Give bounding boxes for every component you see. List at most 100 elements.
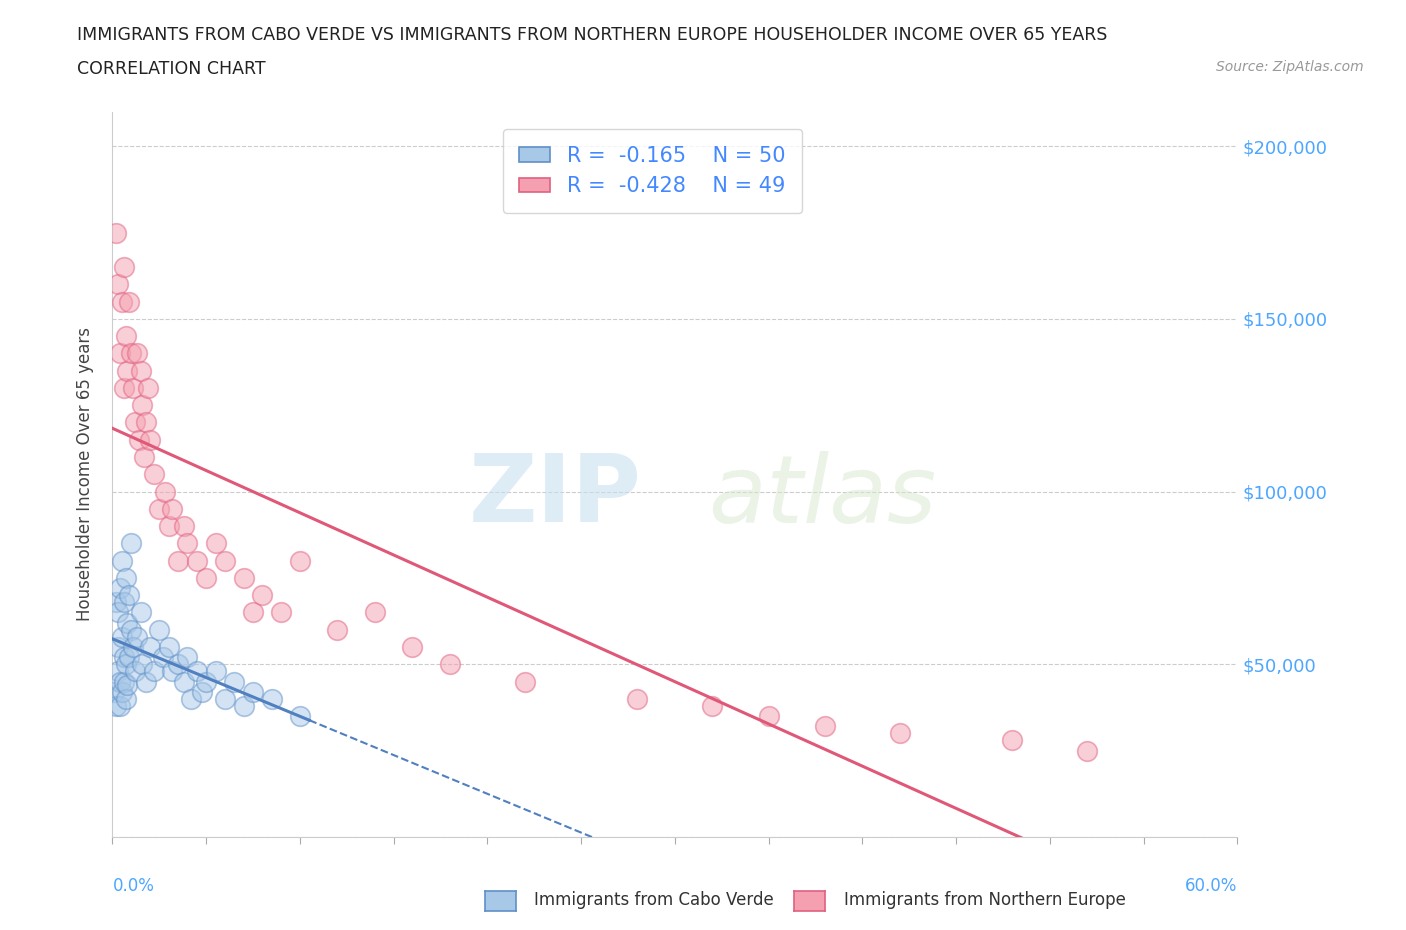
Point: [195, 570, 218, 585]
Point: [105, 225, 128, 240]
Point: [152, 650, 174, 665]
Point: [107, 605, 129, 620]
Point: [111, 553, 134, 568]
Point: [118, 650, 141, 665]
Point: [1076, 743, 1098, 758]
Point: [139, 432, 162, 447]
Text: 60.0%: 60.0%: [1185, 877, 1237, 895]
Point: [167, 553, 190, 568]
Point: [260, 691, 283, 706]
Point: [204, 536, 226, 551]
Point: [108, 698, 131, 713]
Point: [107, 640, 129, 655]
Text: IMMIGRANTS FROM CABO VERDE VS IMMIGRANTS FROM NORTHERN EUROPE HOUSEHOLDER INCOME: IMMIGRANTS FROM CABO VERDE VS IMMIGRANTS…: [77, 26, 1108, 44]
Point: [1001, 733, 1024, 748]
Point: [214, 691, 236, 706]
Point: [105, 698, 128, 713]
Point: [112, 674, 135, 689]
Point: [162, 501, 184, 516]
Point: [120, 536, 142, 551]
Point: [157, 519, 180, 534]
Point: [758, 709, 780, 724]
Point: [112, 594, 135, 609]
Point: [157, 640, 180, 655]
Point: [176, 650, 198, 665]
Point: [129, 364, 152, 379]
Point: [195, 674, 218, 689]
Point: [131, 657, 153, 671]
Y-axis label: Householder Income Over 65 years: Householder Income Over 65 years: [76, 327, 94, 621]
Text: Immigrants from Cabo Verde: Immigrants from Cabo Verde: [534, 891, 775, 910]
Point: [117, 364, 139, 379]
Legend: R =  -0.165    N = 50, R =  -0.428    N = 49: R = -0.165 N = 50, R = -0.428 N = 49: [502, 129, 803, 213]
Text: CORRELATION CHART: CORRELATION CHART: [77, 60, 266, 78]
Point: [135, 674, 157, 689]
Point: [148, 501, 170, 516]
Point: [114, 657, 136, 671]
Point: [103, 684, 125, 699]
Point: [186, 553, 208, 568]
Point: [204, 664, 226, 679]
Point: [124, 415, 146, 430]
Point: [214, 553, 236, 568]
Point: [702, 698, 724, 713]
Point: [124, 664, 146, 679]
Point: [117, 678, 139, 693]
Point: [122, 380, 145, 395]
Text: ZIP: ZIP: [468, 450, 641, 542]
Point: [112, 259, 135, 274]
Point: [242, 684, 264, 699]
Point: [513, 674, 536, 689]
Point: [173, 674, 195, 689]
Point: [139, 640, 162, 655]
Point: [153, 485, 176, 499]
Point: [112, 380, 135, 395]
Point: [173, 519, 195, 534]
Point: [114, 691, 136, 706]
Point: [180, 691, 202, 706]
Text: atlas: atlas: [709, 450, 936, 541]
Point: [114, 328, 136, 343]
Point: [125, 630, 148, 644]
Point: [118, 294, 141, 309]
Point: [176, 536, 198, 551]
Point: [120, 346, 142, 361]
Point: [326, 622, 349, 637]
Point: [288, 709, 311, 724]
Point: [111, 684, 134, 699]
Point: [105, 594, 128, 609]
Point: [401, 640, 423, 655]
Point: [288, 553, 311, 568]
Point: [122, 640, 145, 655]
Point: [117, 616, 139, 631]
Point: [814, 719, 837, 734]
Point: [224, 674, 246, 689]
Text: Source: ZipAtlas.com: Source: ZipAtlas.com: [1216, 60, 1364, 74]
Point: [142, 664, 165, 679]
Point: [439, 657, 461, 671]
Point: [167, 657, 190, 671]
Point: [111, 294, 134, 309]
Point: [134, 449, 156, 464]
Point: [111, 630, 134, 644]
Point: [142, 467, 165, 482]
Point: [118, 588, 141, 603]
Point: [120, 622, 142, 637]
Point: [135, 415, 157, 430]
Point: [242, 605, 264, 620]
Point: [128, 432, 150, 447]
Point: [252, 588, 274, 603]
Point: [112, 650, 135, 665]
Point: [270, 605, 292, 620]
Point: [107, 664, 129, 679]
Text: 0.0%: 0.0%: [112, 877, 155, 895]
Point: [162, 664, 184, 679]
Point: [626, 691, 648, 706]
Point: [107, 277, 129, 292]
Point: [125, 346, 148, 361]
Point: [114, 570, 136, 585]
Point: [108, 581, 131, 596]
Point: [889, 726, 911, 741]
Point: [232, 570, 254, 585]
Point: [131, 398, 153, 413]
